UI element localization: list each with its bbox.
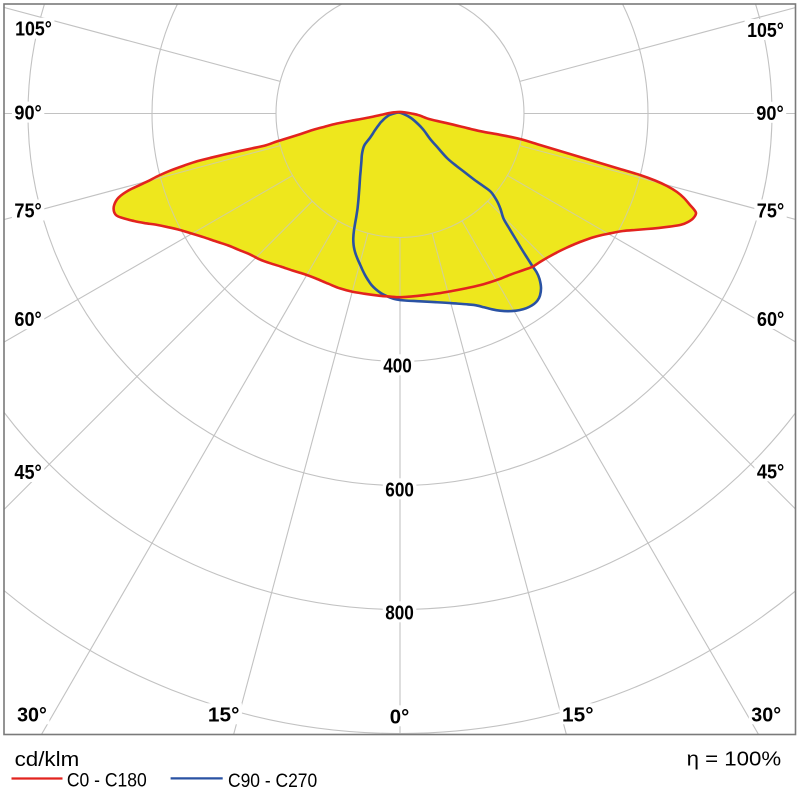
svg-text:400: 400 — [383, 354, 412, 377]
svg-text:30°: 30° — [17, 703, 47, 726]
svg-text:75°: 75° — [757, 200, 784, 223]
svg-text:600: 600 — [385, 478, 414, 501]
svg-text:45°: 45° — [14, 461, 41, 484]
svg-text:90°: 90° — [14, 102, 41, 125]
svg-text:η = 100%: η = 100% — [687, 747, 782, 770]
svg-text:30°: 30° — [751, 703, 781, 726]
svg-text:105°: 105° — [15, 18, 52, 41]
svg-text:0°: 0° — [390, 705, 410, 728]
svg-text:60°: 60° — [14, 308, 41, 331]
svg-text:90°: 90° — [756, 102, 783, 125]
svg-text:75°: 75° — [14, 200, 41, 223]
svg-text:cd/klm: cd/klm — [15, 748, 80, 771]
svg-text:C0 - C180: C0 - C180 — [67, 771, 147, 792]
svg-text:C90 - C270: C90 - C270 — [228, 771, 317, 792]
svg-text:45°: 45° — [757, 460, 784, 483]
svg-text:15°: 15° — [208, 703, 240, 726]
svg-text:15°: 15° — [562, 703, 594, 726]
svg-text:105°: 105° — [747, 19, 784, 42]
svg-text:60°: 60° — [757, 308, 784, 331]
svg-text:800: 800 — [385, 601, 414, 624]
